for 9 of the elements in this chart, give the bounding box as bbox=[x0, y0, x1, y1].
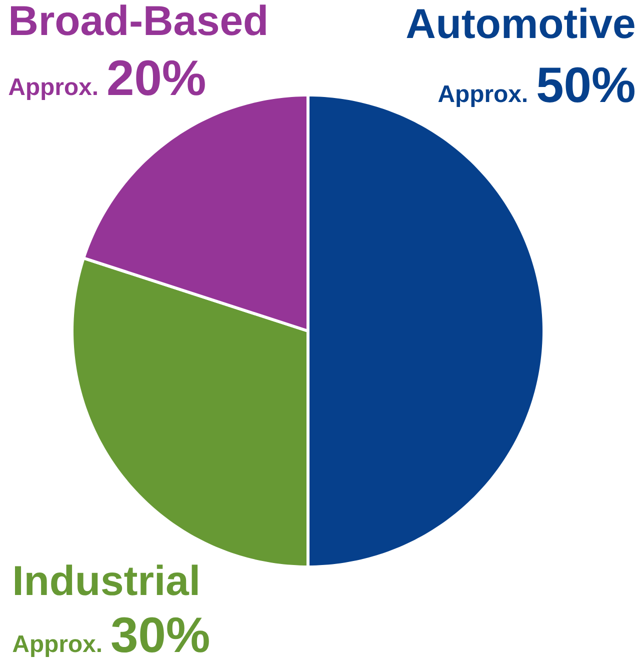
data-label: 20% bbox=[108, 60, 205, 96]
data-label: 30% bbox=[112, 617, 209, 653]
slice-label: Automotive bbox=[406, 8, 634, 38]
slice-label: Broad-Based bbox=[10, 4, 266, 36]
text: Approx. bbox=[8, 78, 97, 100]
text: Approx. bbox=[438, 86, 526, 107]
data-label: 50% bbox=[538, 67, 634, 102]
slice-label: Industrial bbox=[14, 564, 198, 596]
text: Approx. bbox=[12, 636, 101, 657]
